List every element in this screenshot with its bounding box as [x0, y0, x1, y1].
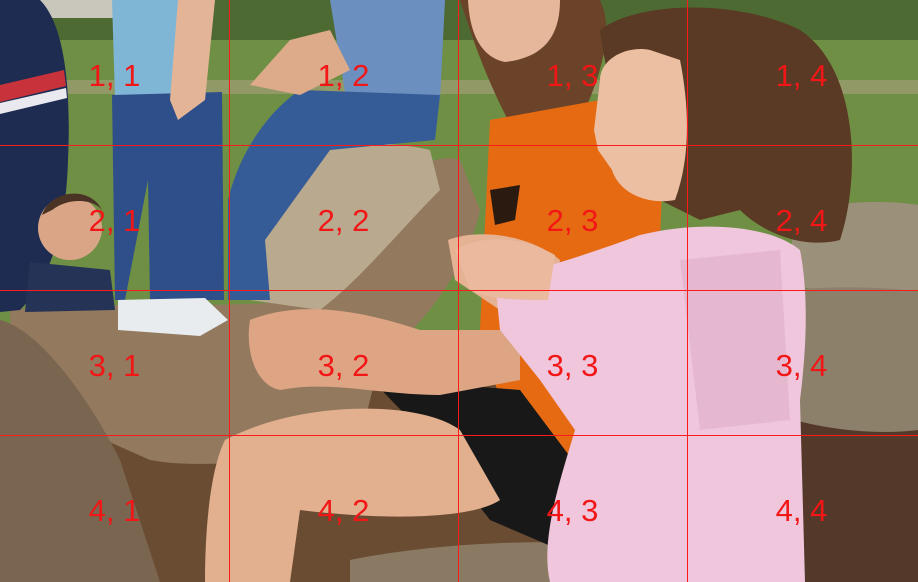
cell-label-3-1: 3, 1 — [88, 348, 141, 383]
orange-girl-arm-left — [248, 309, 520, 395]
right-log-lower — [790, 287, 918, 432]
cell-label-1-4: 1, 4 — [775, 58, 828, 93]
left-log-end — [0, 320, 160, 582]
sweater-stripe-red — [0, 70, 66, 102]
cell-label-1-1: 1, 1 — [88, 58, 141, 93]
grid-line-horizontal-3 — [0, 435, 918, 436]
pink-girl-hands — [455, 239, 555, 300]
cell-label-3-4: 3, 4 — [775, 348, 828, 383]
cell-label-3-3: 3, 3 — [546, 348, 599, 383]
adult-jeans — [228, 90, 440, 300]
pink-shirt-shadow — [680, 250, 790, 430]
grid-line-vertical-1 — [229, 0, 230, 582]
cell-label-4-2: 4, 2 — [317, 493, 370, 528]
adult-shirt — [330, 0, 445, 100]
pumpkin-face — [490, 185, 520, 225]
adult-arm — [250, 30, 350, 95]
small-boy-hair — [42, 193, 102, 215]
cell-label-2-4: 2, 4 — [775, 203, 828, 238]
cell-label-2-1: 2, 1 — [88, 203, 141, 238]
grid-line-horizontal-1 — [0, 145, 918, 146]
cell-label-4-4: 4, 4 — [775, 493, 828, 528]
cell-label-2-2: 2, 2 — [317, 203, 370, 238]
orange-girl-face — [468, 0, 560, 62]
small-boy-head — [38, 196, 102, 260]
orange-girl-leg — [205, 408, 500, 582]
cell-label-2-3: 2, 3 — [546, 203, 599, 238]
sweater-stripe-white — [0, 88, 67, 114]
cell-label-3-2: 3, 2 — [317, 348, 370, 383]
standing-child-arm — [170, 0, 215, 120]
grid-line-vertical-2 — [458, 0, 459, 582]
standing-child-shoes — [118, 298, 228, 336]
pink-girl-face — [594, 49, 687, 202]
bottom-log — [350, 542, 610, 582]
small-boy-body — [25, 262, 115, 312]
cell-label-1-3: 1, 3 — [546, 58, 599, 93]
standing-child-jeans — [112, 92, 224, 300]
grid-line-horizontal-2 — [0, 290, 918, 291]
cell-label-4-1: 4, 1 — [88, 493, 141, 528]
cell-label-4-3: 4, 3 — [546, 493, 599, 528]
cell-label-1-2: 1, 2 — [317, 58, 370, 93]
grid-line-vertical-3 — [687, 0, 688, 582]
